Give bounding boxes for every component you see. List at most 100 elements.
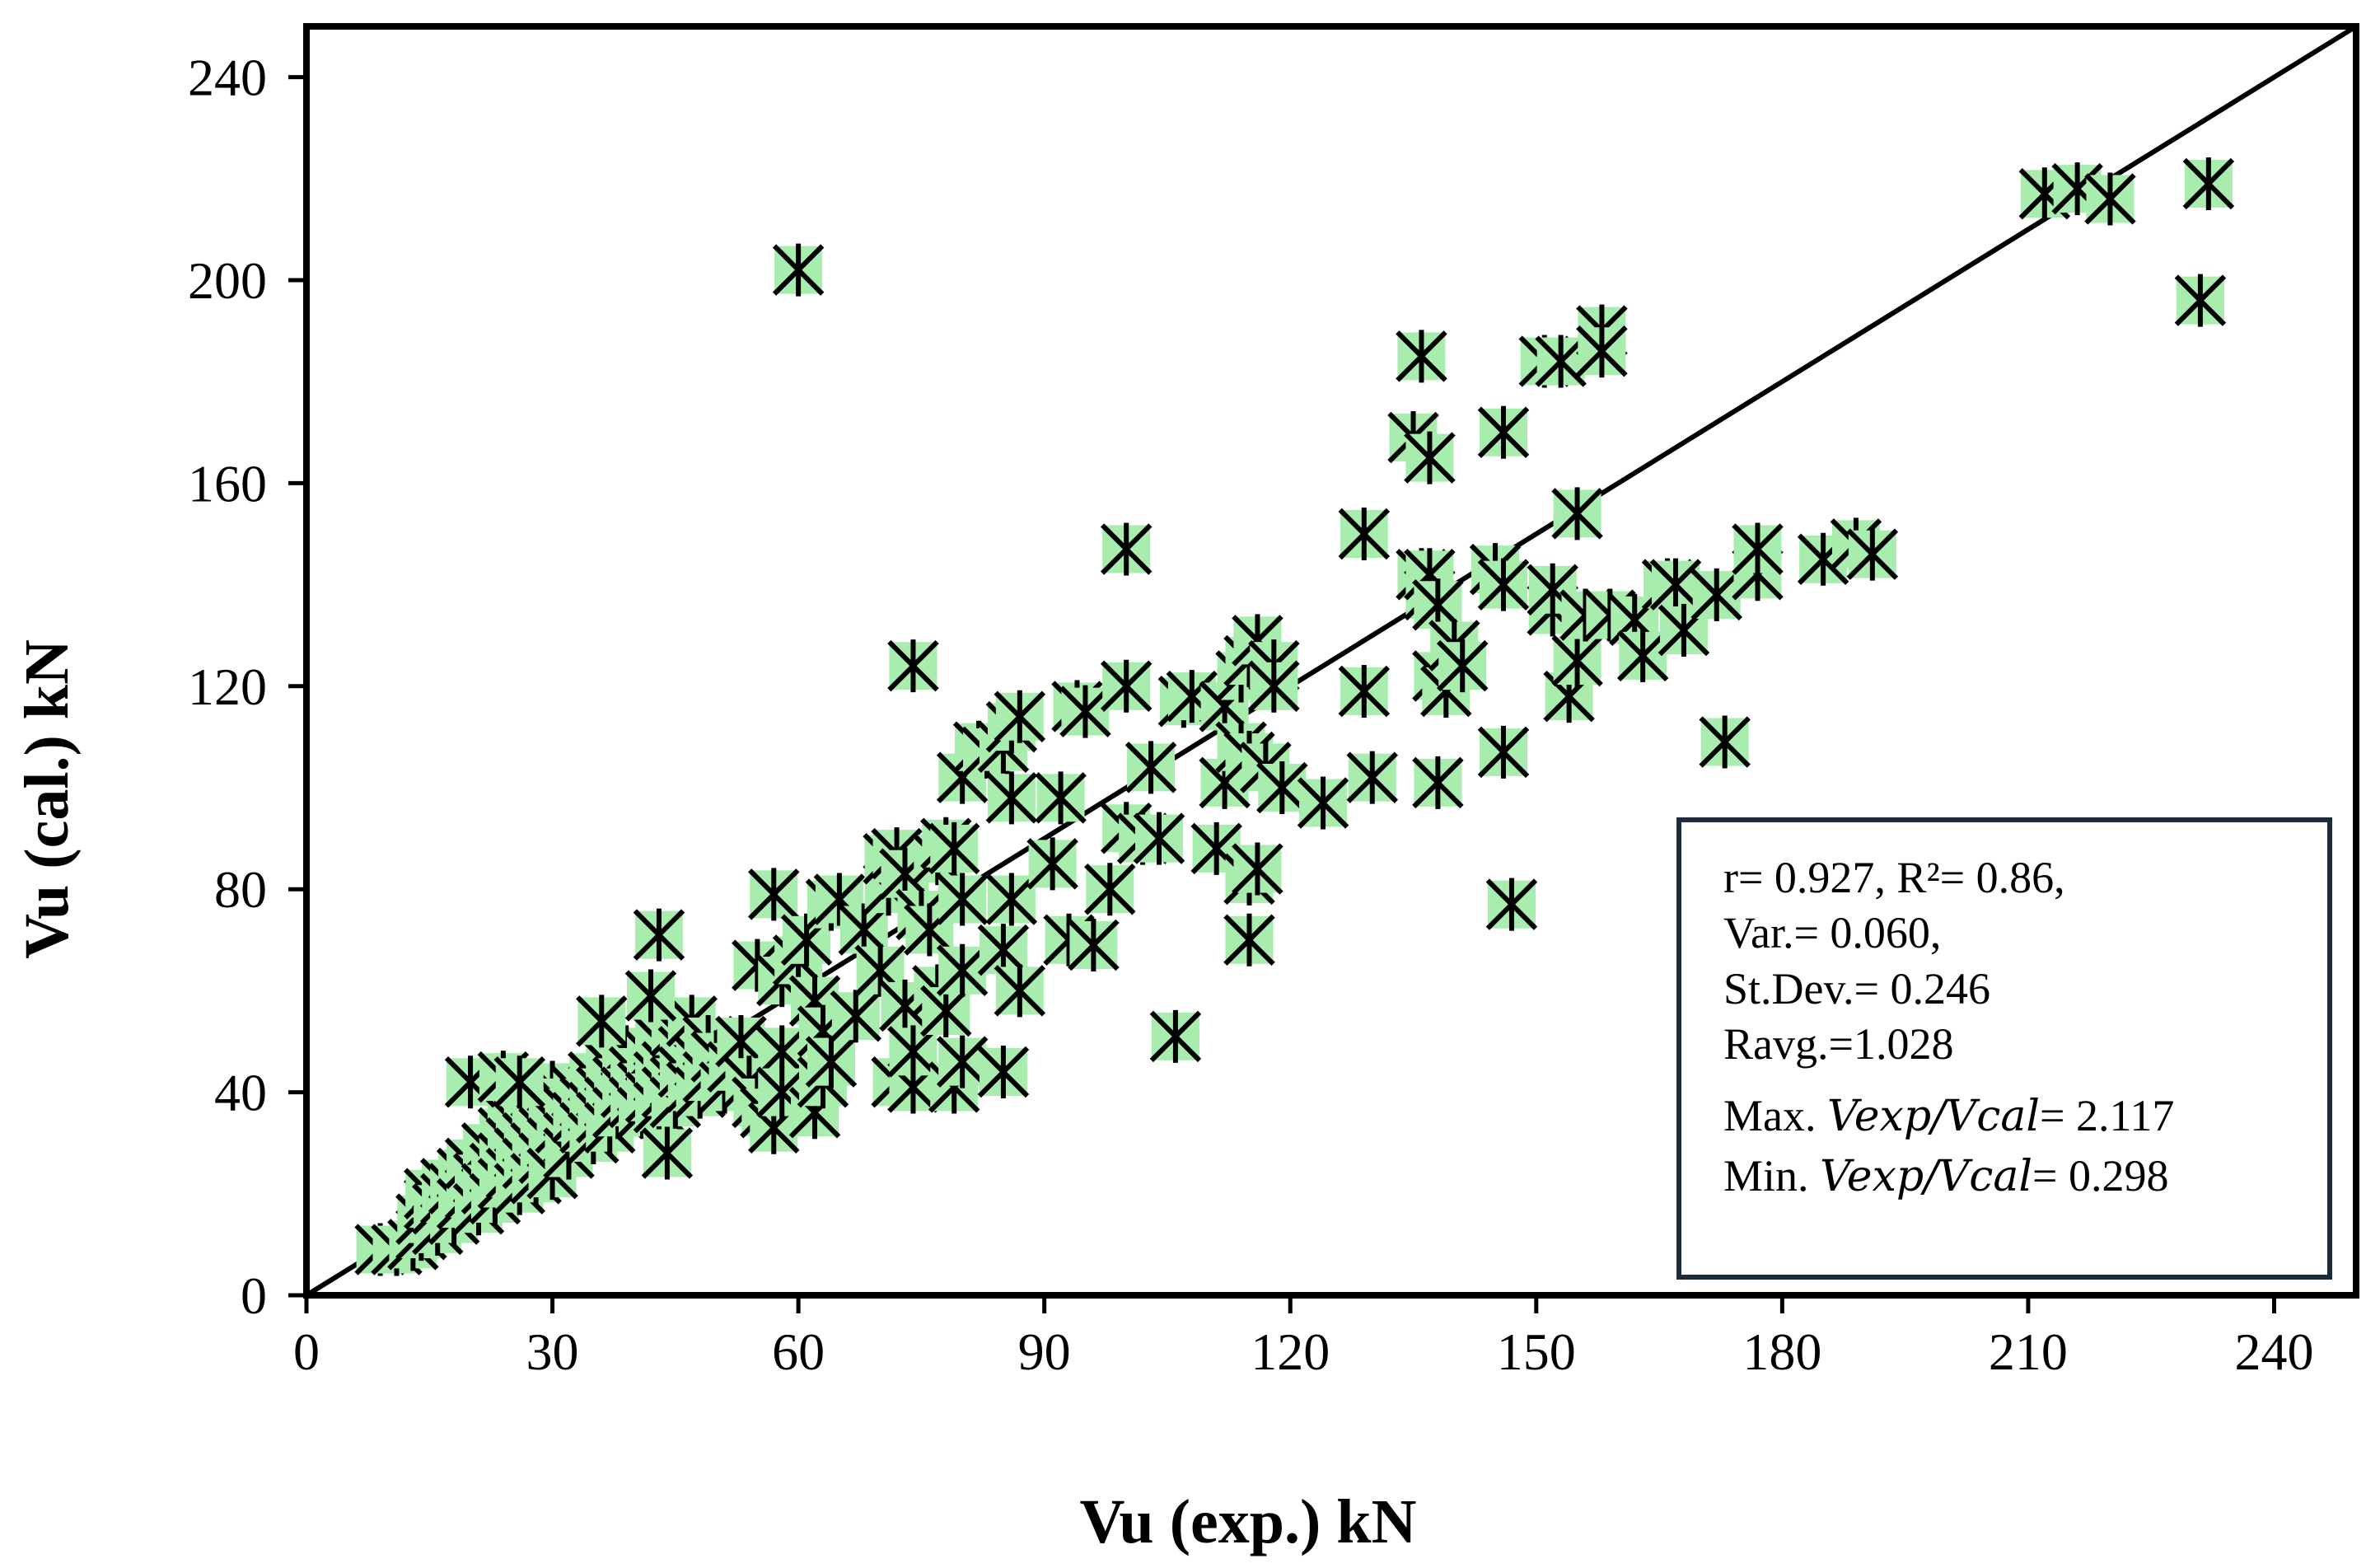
data-point xyxy=(1338,508,1391,560)
x-tick-label: 90 xyxy=(1018,1322,1071,1381)
x-axis-title: Vu (exp.) kN xyxy=(1080,1487,1417,1556)
stats-max-formula: Vexp/Vcal xyxy=(1827,1092,2040,1141)
stats-min-formula: Vexp/Vcal xyxy=(1820,1152,2032,1201)
stats-line-min: Min. Vexp/Vcal= 0.298 xyxy=(1723,1151,2169,1201)
data-point xyxy=(1477,405,1530,459)
data-point xyxy=(936,873,989,926)
x-tick-label: 150 xyxy=(1497,1322,1576,1381)
data-point xyxy=(1026,837,1078,891)
data-point xyxy=(641,1126,694,1180)
data-point xyxy=(1846,527,1899,581)
data-point xyxy=(985,873,1038,926)
stats-line-max: Max. Vexp/Vcal= 2.117 xyxy=(1723,1091,2174,1141)
data-point xyxy=(1616,629,1669,682)
data-point xyxy=(2182,157,2235,210)
data-point xyxy=(576,995,628,1048)
data-point xyxy=(887,639,939,693)
data-point xyxy=(805,1035,858,1088)
data-point xyxy=(1436,639,1489,693)
data-point xyxy=(1404,431,1456,484)
data-point xyxy=(1297,776,1349,830)
data-point xyxy=(715,1015,767,1068)
stats-min-prefix: Min. xyxy=(1723,1151,1820,1201)
stats-line-correlation: r= 0.927, R²= 0.86, xyxy=(1723,853,2065,902)
data-point xyxy=(1396,330,1447,383)
data-point xyxy=(1551,487,1603,541)
data-point xyxy=(1649,558,1702,611)
data-point xyxy=(1338,664,1391,718)
stats-max-prefix: Max. xyxy=(1723,1091,1827,1140)
data-point xyxy=(1699,715,1751,769)
data-point xyxy=(936,943,989,997)
data-point xyxy=(772,243,825,297)
data-point xyxy=(1412,756,1464,809)
data-point xyxy=(1149,1009,1202,1063)
data-point xyxy=(936,1035,989,1088)
data-point xyxy=(1133,812,1185,865)
data-point xyxy=(1527,563,1578,616)
data-points xyxy=(354,157,2235,1276)
y-axis-title: Vu (cal.) kN xyxy=(12,639,82,959)
data-point xyxy=(928,821,980,875)
data-point xyxy=(2084,172,2136,226)
data-point xyxy=(1084,863,1136,916)
data-point xyxy=(1232,842,1284,896)
data-point xyxy=(748,868,800,921)
data-point xyxy=(887,1025,939,1079)
stats-line-ravg: Ravg.=1.028 xyxy=(1723,1019,1953,1069)
stats-box-border xyxy=(1676,817,2332,1280)
data-point xyxy=(624,969,677,1023)
data-point xyxy=(1485,878,1538,931)
data-point xyxy=(838,903,890,957)
data-point xyxy=(994,690,1046,743)
data-point xyxy=(1035,771,1087,825)
data-point xyxy=(1248,659,1300,713)
y-tick-label: 240 xyxy=(188,49,267,107)
y-tick-label: 80 xyxy=(214,860,267,919)
data-point xyxy=(1223,913,1275,967)
data-point xyxy=(1535,335,1587,388)
data-point xyxy=(493,1055,545,1109)
data-point xyxy=(1125,741,1177,794)
x-tick-label: 0 xyxy=(293,1322,320,1381)
plot-area-frame xyxy=(303,23,2359,1299)
x-tick-label: 210 xyxy=(1989,1322,2068,1381)
data-point xyxy=(1477,725,1530,779)
data-point xyxy=(1346,751,1399,804)
y-tick-label: 0 xyxy=(241,1266,267,1325)
x-tick-label: 180 xyxy=(1742,1322,1821,1381)
data-point xyxy=(1477,558,1530,611)
data-point xyxy=(985,771,1038,825)
x-tick-label: 60 xyxy=(772,1322,825,1381)
stats-line-variance: Var.= 0.060, xyxy=(1723,908,1941,957)
data-point xyxy=(994,964,1046,1018)
data-point xyxy=(1068,918,1120,971)
stats-min-value: = 0.298 xyxy=(2032,1151,2168,1201)
y-tick-label: 120 xyxy=(188,658,267,716)
y-tick-label: 200 xyxy=(188,251,267,310)
x-tick-label: 240 xyxy=(2234,1322,2313,1381)
data-point xyxy=(1256,761,1308,814)
data-point xyxy=(1059,685,1111,738)
data-point xyxy=(2174,274,2227,327)
data-point xyxy=(1100,522,1153,576)
data-point xyxy=(633,908,685,962)
stats-line-stdev: St.Dev.= 0.246 xyxy=(1723,964,1990,1013)
data-point xyxy=(1690,568,1742,621)
data-point xyxy=(830,990,882,1043)
data-point xyxy=(1100,659,1153,713)
data-point xyxy=(1732,522,1784,576)
y-axis: 0 40 80 120 160 200 240 xyxy=(188,49,306,1325)
y-tick-label: 40 xyxy=(214,1064,267,1122)
data-point xyxy=(977,1045,1030,1098)
data-point xyxy=(1551,634,1603,687)
stats-box: r= 0.927, R²= 0.86, Var.= 0.060, St.Dev.… xyxy=(1676,817,2332,1280)
stats-max-value: = 2.117 xyxy=(2040,1091,2174,1140)
x-tick-label: 30 xyxy=(526,1322,579,1381)
x-tick-label: 120 xyxy=(1251,1322,1330,1381)
data-point xyxy=(1576,325,1628,378)
y-tick-label: 160 xyxy=(188,454,267,513)
x-axis: 0 30 60 90 120 150 180 210 240 xyxy=(293,1295,2313,1381)
